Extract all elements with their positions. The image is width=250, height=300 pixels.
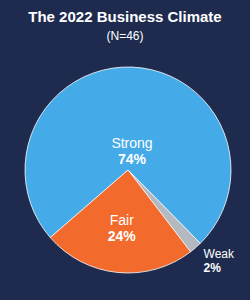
data-label: 24%: [108, 228, 137, 244]
labels: Strong74% Weak2% Fair24%: [108, 135, 235, 275]
data-label: 74%: [118, 151, 147, 167]
slice-category: Strong: [111, 135, 152, 151]
slice-category: Weak: [204, 247, 235, 261]
title: The 2022 Business Climate: [28, 8, 221, 25]
data-label: 2%: [204, 261, 222, 275]
chart: The 2022 Business Climate (N=46) Strong74%…: [0, 0, 250, 300]
pie-slice: [50, 170, 190, 273]
pie: [25, 67, 231, 273]
slice-category: Fair: [110, 212, 134, 228]
background: [0, 0, 250, 300]
pie-slice: [25, 67, 231, 243]
subtitle: (N=46): [106, 29, 143, 43]
